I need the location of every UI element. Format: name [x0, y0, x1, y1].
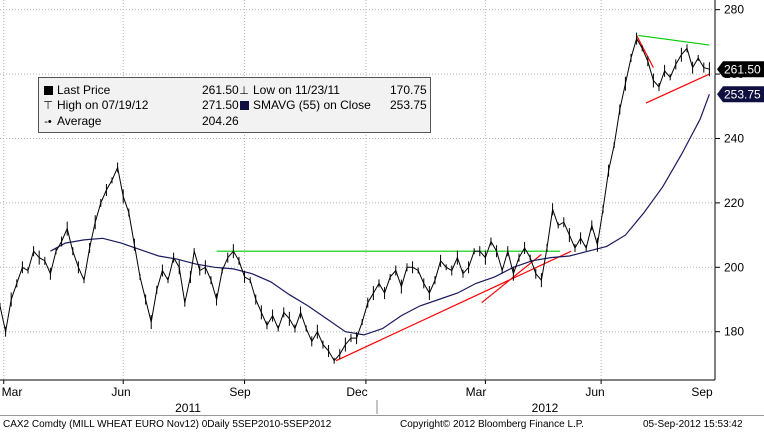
legend-high: ⊤ High on 07/19/12 [43, 98, 148, 112]
legend-last-price: Last Price [43, 83, 110, 97]
x-month-label: Mar [466, 385, 487, 399]
x-month-label: Mar [2, 385, 23, 399]
y-tick-label: 220 [724, 196, 744, 210]
x-month-label: Sep [691, 385, 713, 399]
average-line-icon: -• [44, 116, 52, 128]
legend-high-label: High on 07/19/12 [57, 98, 149, 112]
legend-high-value: 271.50 [202, 98, 239, 112]
chart-footer: CAX2 Comdty (MILL WHEAT EURO Nov12) 0Dai… [0, 415, 764, 433]
footer-timestamp: 05-Sep-2012 15:53:42 [643, 419, 743, 430]
smavg-tag-text: 253.75 [724, 88, 761, 102]
red-trendline [335, 250, 572, 362]
green-trendline [638, 34, 710, 46]
smavg-line [50, 93, 710, 336]
trendlines [216, 34, 710, 362]
footer-copyright: Copyright© 2012 Bloomberg Finance L.P. [400, 419, 584, 430]
legend-smavg-value: 253.75 [390, 98, 427, 112]
x-year-label: 2012 [532, 401, 559, 415]
last-price-tag-text: 261.50 [724, 63, 761, 77]
legend-low-value: 170.75 [390, 83, 427, 97]
y-tick-label: 240 [724, 131, 744, 145]
navy-square-icon [239, 100, 249, 112]
legend-last-price-label: Last Price [57, 83, 111, 97]
x-axis: Mar Jun Sep Dec Mar Jun Sep 2011 2012 [2, 380, 713, 415]
legend-smavg-label: SMAVG (55) on Close [253, 98, 371, 112]
legend-average-label: Average [57, 114, 102, 128]
x-month-label: Jun [111, 385, 130, 399]
x-year-label: 2011 [175, 401, 201, 415]
value-tags: 261.50 253.75 [717, 61, 764, 103]
footer-security-info: CAX2 Comdty (MILL WHEAT EURO Nov12) 0Dai… [3, 419, 332, 430]
legend-average: -• Average [43, 114, 101, 128]
x-month-label: Jun [585, 385, 604, 399]
legend-low: ⊥ Low on 11/23/11 [239, 83, 340, 97]
legend-smavg: SMAVG (55) on Close [239, 98, 371, 112]
last-price-tag-bg [717, 61, 764, 78]
smavg-tag-bg [717, 86, 764, 103]
y-tick-label: 180 [724, 325, 744, 339]
black-square-icon [43, 85, 53, 97]
legend-last-price-value: 261.50 [202, 83, 239, 97]
x-month-label: Sep [229, 385, 251, 399]
red-trendline [645, 73, 710, 104]
red-trendline [636, 35, 654, 68]
chart-legend: Last Price 261.50 ⊤ High on 07/19/12 271.… [38, 77, 431, 133]
y-tick-label: 280 [724, 3, 744, 17]
high-marker-icon: ⊤ [43, 100, 53, 112]
price-line [0, 37, 710, 362]
y-tick-label: 200 [724, 260, 744, 274]
smavg-series [50, 93, 710, 336]
y-axis: 180200220240260280 [715, 3, 744, 339]
low-marker-icon: ⊥ [239, 85, 249, 97]
price-series [0, 32, 710, 364]
legend-average-value: 204.26 [202, 114, 239, 128]
x-month-label: Dec [346, 385, 367, 399]
legend-low-label: Low on 11/23/11 [253, 83, 340, 97]
